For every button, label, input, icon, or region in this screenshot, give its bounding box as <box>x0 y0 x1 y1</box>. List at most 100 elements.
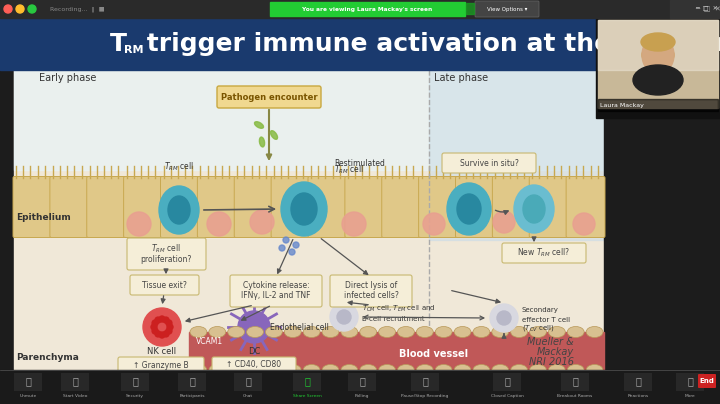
Bar <box>0 370 720 404</box>
FancyBboxPatch shape <box>234 177 273 238</box>
Ellipse shape <box>209 326 226 337</box>
Ellipse shape <box>322 326 339 337</box>
FancyBboxPatch shape <box>442 153 536 173</box>
Text: and CD86: and CD86 <box>235 370 273 379</box>
Ellipse shape <box>567 364 584 375</box>
Ellipse shape <box>284 326 301 337</box>
Circle shape <box>152 328 158 334</box>
Bar <box>493 373 521 391</box>
Circle shape <box>250 210 274 234</box>
Text: B cell recruitment: B cell recruitment <box>362 316 425 322</box>
Circle shape <box>493 211 515 233</box>
Bar <box>624 373 652 391</box>
Circle shape <box>155 317 161 323</box>
Text: Blood vessel: Blood vessel <box>400 349 469 359</box>
Ellipse shape <box>473 326 490 337</box>
Text: ⬛: ⬛ <box>572 376 578 386</box>
Ellipse shape <box>435 326 452 337</box>
FancyBboxPatch shape <box>130 275 199 295</box>
Text: ($T_{CV}$ cell): ($T_{CV}$ cell) <box>522 323 554 333</box>
Text: ⬛: ⬛ <box>72 376 78 386</box>
Ellipse shape <box>254 122 264 128</box>
Ellipse shape <box>228 364 245 375</box>
Text: Polling: Polling <box>355 394 369 398</box>
Text: DC: DC <box>248 347 260 356</box>
Text: New $T_{RM}$ cell?: New $T_{RM}$ cell? <box>518 247 571 259</box>
Ellipse shape <box>322 364 339 375</box>
Circle shape <box>167 324 173 330</box>
Text: ↑ CCR7: ↑ CCR7 <box>239 381 269 389</box>
Ellipse shape <box>510 364 528 375</box>
Text: Laura Mackay: Laura Mackay <box>600 103 644 107</box>
Ellipse shape <box>567 326 584 337</box>
Text: infected cells?: infected cells? <box>343 292 398 301</box>
Text: ─  □  ✕: ─ □ ✕ <box>695 6 718 11</box>
FancyBboxPatch shape <box>308 177 347 238</box>
Text: ↑ Activation: ↑ Activation <box>138 372 185 381</box>
Text: ⬛: ⬛ <box>687 376 693 386</box>
Text: VCAM1: VCAM1 <box>195 337 222 347</box>
Text: End: End <box>700 378 714 384</box>
Ellipse shape <box>341 364 358 375</box>
FancyBboxPatch shape <box>127 238 206 270</box>
Text: Tissue exit?: Tissue exit? <box>142 280 186 290</box>
Text: ⬛: ⬛ <box>189 376 195 386</box>
Ellipse shape <box>586 326 603 337</box>
Ellipse shape <box>435 364 452 375</box>
Ellipse shape <box>642 36 674 74</box>
FancyBboxPatch shape <box>330 275 412 307</box>
Ellipse shape <box>159 186 199 234</box>
Text: $T_{RM}$ cell: $T_{RM}$ cell <box>164 160 194 173</box>
Ellipse shape <box>341 326 358 337</box>
Ellipse shape <box>549 326 565 337</box>
Ellipse shape <box>379 364 395 375</box>
Bar <box>670 0 720 18</box>
Ellipse shape <box>259 137 265 147</box>
FancyBboxPatch shape <box>217 86 321 108</box>
Circle shape <box>490 304 518 332</box>
Ellipse shape <box>379 326 395 337</box>
Circle shape <box>423 213 445 235</box>
Ellipse shape <box>284 364 301 375</box>
Circle shape <box>283 237 289 243</box>
Circle shape <box>151 324 157 330</box>
FancyBboxPatch shape <box>271 177 310 238</box>
Text: ⬛: ⬛ <box>359 376 365 386</box>
Circle shape <box>16 5 24 13</box>
Ellipse shape <box>303 364 320 375</box>
Text: Endothelial cell: Endothelial cell <box>269 322 328 332</box>
Ellipse shape <box>291 193 317 225</box>
Ellipse shape <box>529 364 546 375</box>
Text: Late phase: Late phase <box>434 73 488 83</box>
Text: ⬛: ⬛ <box>422 376 428 386</box>
Text: Direct lysis of: Direct lysis of <box>345 280 397 290</box>
Bar <box>293 373 321 391</box>
Text: ⬛: ⬛ <box>245 376 251 386</box>
Ellipse shape <box>492 326 509 337</box>
Text: proliferation?: proliferation? <box>140 255 192 265</box>
Ellipse shape <box>510 326 528 337</box>
Bar <box>604 70 720 370</box>
FancyBboxPatch shape <box>566 177 605 238</box>
Circle shape <box>342 212 366 236</box>
Text: Reactions: Reactions <box>627 394 649 398</box>
FancyBboxPatch shape <box>456 177 495 238</box>
FancyBboxPatch shape <box>230 275 322 307</box>
Text: ─  □  ✕: ─ □ ✕ <box>695 6 720 12</box>
Ellipse shape <box>360 364 377 375</box>
Bar <box>596 18 720 118</box>
Bar <box>348 373 376 391</box>
Bar <box>0 18 596 70</box>
Bar <box>598 20 718 70</box>
FancyBboxPatch shape <box>492 177 531 238</box>
Bar <box>178 373 206 391</box>
Circle shape <box>207 212 231 236</box>
Ellipse shape <box>246 364 264 375</box>
Text: effector T cell: effector T cell <box>522 317 570 323</box>
FancyBboxPatch shape <box>86 177 125 238</box>
FancyBboxPatch shape <box>382 177 420 238</box>
Circle shape <box>28 5 36 13</box>
Ellipse shape <box>360 326 377 337</box>
Circle shape <box>163 331 169 337</box>
Text: Secondary: Secondary <box>522 307 559 313</box>
